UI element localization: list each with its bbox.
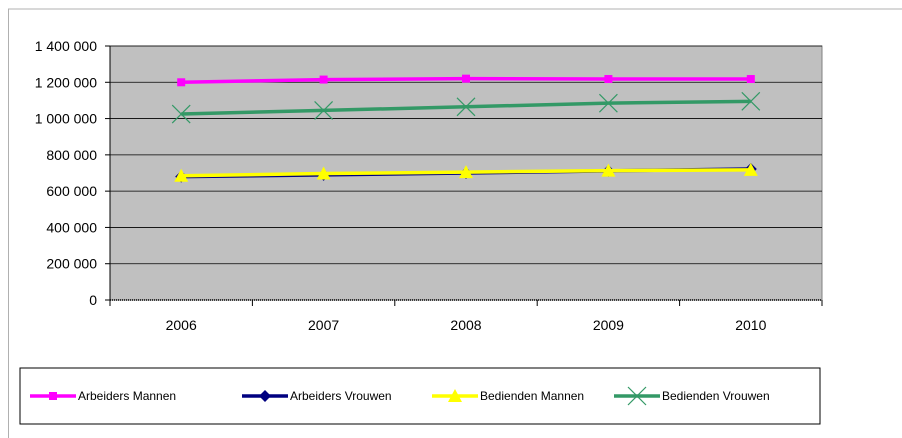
data-point bbox=[746, 75, 755, 84]
legend-label: Arbeiders Vrouwen bbox=[290, 389, 392, 403]
x-tick-label: 2007 bbox=[308, 317, 339, 333]
y-tick-label: 1 400 000 bbox=[35, 38, 97, 54]
legend-swatch-marker bbox=[448, 389, 462, 402]
legend-label: Bedienden Vrouwen bbox=[662, 389, 770, 403]
y-tick-label: 200 000 bbox=[46, 256, 97, 272]
data-point bbox=[316, 166, 331, 180]
data-point bbox=[174, 168, 189, 182]
data-point bbox=[177, 78, 186, 87]
legend-label: Bedienden Mannen bbox=[480, 389, 584, 403]
data-point bbox=[743, 162, 758, 176]
legend-swatch-marker bbox=[627, 386, 647, 406]
data-point bbox=[171, 104, 191, 124]
data-point bbox=[741, 91, 761, 111]
y-tick-label: 0 bbox=[89, 292, 97, 308]
legend-box bbox=[19, 367, 821, 425]
data-point bbox=[319, 75, 328, 84]
data-point bbox=[598, 93, 618, 113]
data-point bbox=[601, 163, 616, 177]
legend-swatch-marker bbox=[49, 392, 57, 400]
data-point bbox=[462, 74, 470, 83]
y-tick-label: 800 000 bbox=[46, 147, 97, 163]
data-point bbox=[604, 75, 613, 84]
x-tick-label: 2006 bbox=[166, 317, 197, 333]
legend-label: Arbeiders Mannen bbox=[78, 389, 176, 403]
legend-swatch-marker bbox=[259, 390, 271, 402]
x-tick-label: 2008 bbox=[450, 317, 481, 333]
y-tick-label: 1 200 000 bbox=[35, 74, 97, 90]
x-tick-label: 2010 bbox=[735, 317, 766, 333]
y-tick-label: 1 000 000 bbox=[35, 111, 97, 127]
y-tick-label: 400 000 bbox=[46, 219, 97, 235]
data-point bbox=[459, 165, 473, 179]
data-point bbox=[314, 100, 334, 120]
x-tick-label: 2009 bbox=[593, 317, 624, 333]
data-point bbox=[456, 97, 476, 117]
y-tick-label: 600 000 bbox=[46, 183, 97, 199]
